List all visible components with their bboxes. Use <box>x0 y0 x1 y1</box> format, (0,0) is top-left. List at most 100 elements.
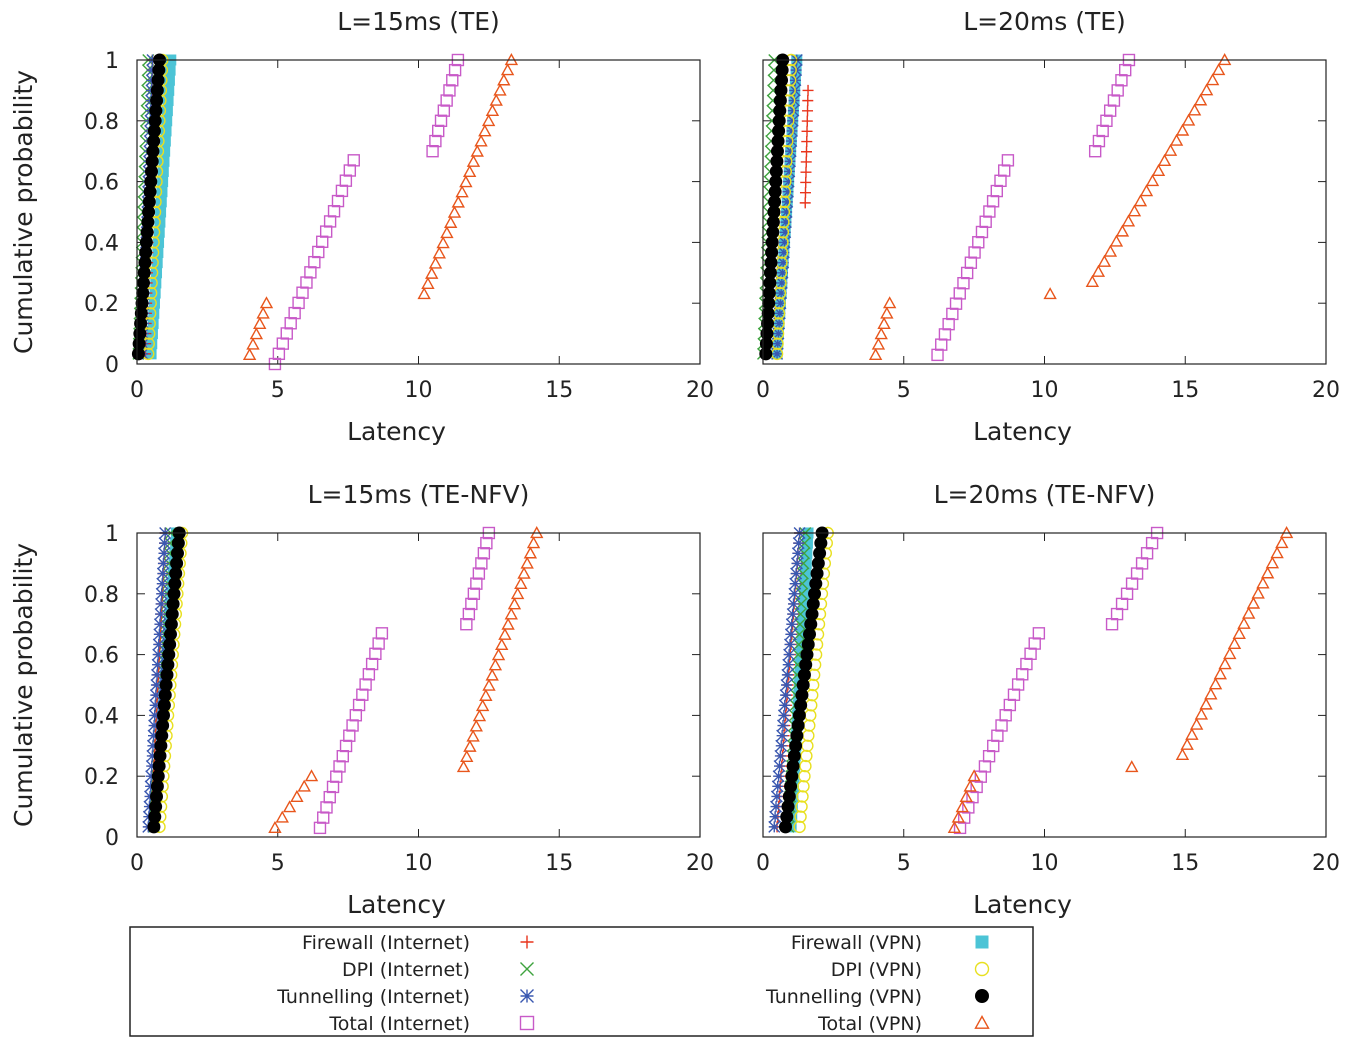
data-point <box>772 770 785 783</box>
data-point <box>765 235 779 249</box>
data-point <box>343 729 356 742</box>
data-point <box>963 779 977 792</box>
data-point <box>145 348 157 360</box>
data-point <box>259 296 274 309</box>
data-point <box>474 134 488 147</box>
data-point <box>146 749 159 762</box>
data-point <box>982 750 996 763</box>
data-point <box>158 537 171 550</box>
data-point <box>137 266 151 280</box>
series-total-internet <box>953 526 1164 835</box>
data-point <box>467 587 481 600</box>
data-point <box>882 296 897 309</box>
data-point <box>791 719 805 733</box>
x-tick-label: 5 <box>897 851 911 876</box>
x-tick-label: 0 <box>130 851 144 876</box>
data-point <box>472 709 487 722</box>
data-point <box>523 546 538 559</box>
x-tick-label: 5 <box>271 851 285 876</box>
data-point <box>156 708 170 722</box>
data-point <box>1085 274 1100 288</box>
data-point <box>145 770 158 783</box>
data-point <box>317 811 330 824</box>
data-point <box>979 215 992 228</box>
data-point <box>347 154 360 167</box>
data-point <box>447 205 462 218</box>
x-tick-label: 0 <box>756 851 770 876</box>
data-point <box>154 608 167 621</box>
data-point <box>801 146 813 158</box>
data-point <box>799 578 811 590</box>
data-point <box>148 810 162 824</box>
data-point <box>773 94 787 108</box>
data-point <box>1043 287 1057 300</box>
x-tick-label: 20 <box>686 851 714 876</box>
x-tick-label: 5 <box>897 378 911 403</box>
data-point <box>1028 637 1041 650</box>
legend-label: Firewall (VPN) <box>791 932 922 954</box>
data-point <box>966 790 979 804</box>
data-point <box>790 567 803 580</box>
data-point <box>375 627 389 640</box>
data-point <box>796 790 809 803</box>
series-tunnelling-internet <box>768 527 806 833</box>
data-point <box>462 607 476 621</box>
x-tick-label: 20 <box>686 378 714 403</box>
data-point <box>782 789 796 803</box>
data-point <box>1105 618 1119 631</box>
data-point <box>336 750 349 763</box>
data-point <box>1135 557 1149 570</box>
data-point <box>145 760 158 773</box>
data-point <box>136 286 150 300</box>
x-axis-label: Latency <box>347 417 446 446</box>
data-point <box>769 810 782 823</box>
data-point <box>799 588 811 600</box>
data-point <box>491 648 506 661</box>
data-point <box>290 789 304 802</box>
data-point <box>443 215 458 228</box>
data-point <box>488 658 503 671</box>
data-point <box>786 608 799 621</box>
data-point <box>1208 677 1223 690</box>
data-point <box>797 608 809 620</box>
data-point <box>333 760 346 773</box>
data-point <box>142 205 156 219</box>
data-point <box>463 739 477 752</box>
data-point <box>800 156 812 168</box>
data-point <box>149 699 162 712</box>
data-point <box>339 174 353 187</box>
data-point <box>790 557 803 570</box>
data-point <box>282 800 297 813</box>
data-point <box>935 338 948 351</box>
data-point <box>766 225 780 239</box>
data-point <box>787 104 800 117</box>
x-tick-label: 20 <box>1312 851 1340 876</box>
data-point <box>448 63 462 77</box>
data-point <box>775 276 788 289</box>
data-point <box>151 658 164 671</box>
data-point <box>1169 133 1184 146</box>
data-point <box>947 820 962 833</box>
data-point <box>938 328 952 341</box>
data-point <box>421 276 435 290</box>
data-point <box>995 719 1008 732</box>
data-point <box>148 307 160 319</box>
data-point <box>801 739 814 752</box>
x-axis-label: Latency <box>973 890 1072 919</box>
data-point <box>778 699 791 712</box>
chart-title: L=20ms (TE) <box>963 7 1126 36</box>
data-point <box>1032 627 1046 640</box>
data-point <box>811 556 825 570</box>
data-point <box>146 328 158 340</box>
data-point <box>1133 194 1148 207</box>
y-tick-label: 0 <box>105 353 119 378</box>
data-point <box>781 668 794 681</box>
data-point <box>323 790 336 804</box>
data-point <box>802 729 815 742</box>
legend-item: Tunnelling (VPN) <box>765 986 989 1008</box>
data-point <box>1145 536 1159 550</box>
data-point <box>802 95 814 107</box>
data-point <box>986 195 1000 208</box>
data-point <box>1270 546 1284 559</box>
series-tunnelling-vpn <box>147 526 186 834</box>
